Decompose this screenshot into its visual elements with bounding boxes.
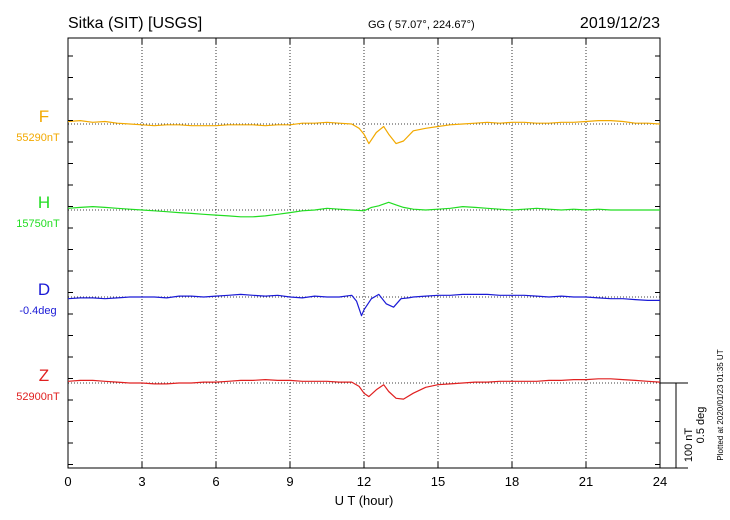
- trace-d: [67, 293, 660, 317]
- date-label: 2019/12/23: [580, 15, 660, 32]
- scale-nt-label: 100 nT: [683, 428, 695, 463]
- x-axis-label: U T (hour): [335, 493, 394, 508]
- plotted-timestamp: Plotted at 2020/01/23 01:35 UT: [716, 349, 725, 460]
- x-axis-ticks: 0 3 6 9 12 15 18 21 24: [64, 38, 667, 489]
- x-tick-label-3: 3: [138, 474, 145, 489]
- traces: [67, 120, 661, 400]
- scale-deg-label: 0.5 deg: [695, 407, 707, 444]
- scale-bar: 100 nT 0.5 deg: [660, 382, 707, 469]
- station-title: Sitka (SIT) [USGS]: [68, 15, 202, 32]
- plot-frame: [67, 37, 661, 469]
- series-baseline-z: 52900nT: [16, 391, 60, 403]
- x-tick-label-0: 0: [64, 474, 71, 489]
- vertical-grid: [141, 38, 587, 468]
- series-name-d: D: [38, 280, 50, 299]
- series-name-z: Z: [39, 366, 49, 385]
- series-name-h: H: [38, 193, 50, 212]
- x-tick-label-21: 21: [579, 474, 593, 489]
- series-name-f: F: [39, 107, 49, 126]
- series-baseline-d: -0.4deg: [19, 305, 56, 317]
- series-baseline-h: 15750nT: [16, 218, 60, 230]
- series-labels: F 55290nT H 15750nT D -0.4deg Z 52900nT: [16, 107, 60, 403]
- x-tick-label-18: 18: [505, 474, 519, 489]
- trace-z: [67, 378, 661, 400]
- coordinates-label: GG ( 57.07°, 224.67°): [368, 19, 475, 31]
- x-tick-label-24: 24: [653, 474, 667, 489]
- x-tick-label-12: 12: [357, 474, 371, 489]
- x-tick-label-9: 9: [286, 474, 293, 489]
- trace-f: [67, 120, 661, 145]
- trace-h: [67, 201, 660, 218]
- x-tick-label-15: 15: [431, 474, 445, 489]
- series-baseline-f: 55290nT: [16, 132, 60, 144]
- x-tick-label-6: 6: [212, 474, 219, 489]
